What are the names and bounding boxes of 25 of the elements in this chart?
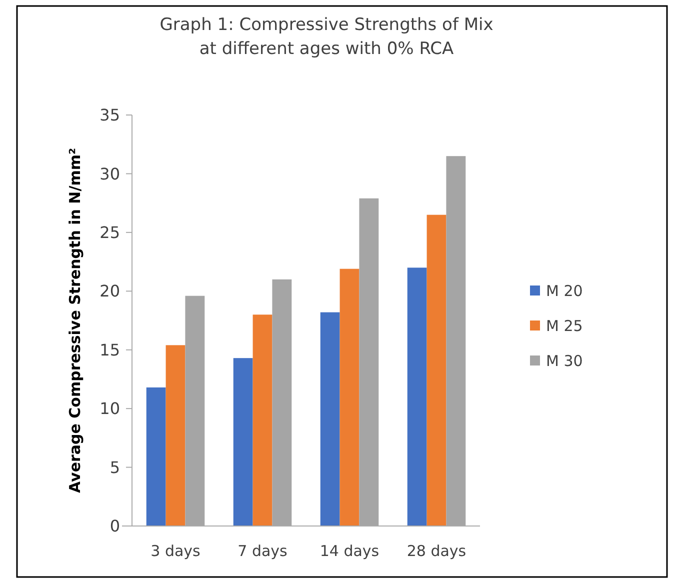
y-axis-title: Average Compressive Strength in N/mm² bbox=[66, 148, 84, 494]
x-tick-label: 7 days bbox=[238, 542, 288, 560]
bar bbox=[252, 314, 272, 526]
legend-label: M 25 bbox=[546, 316, 583, 335]
y-tick-label: 35 bbox=[100, 106, 120, 125]
y-tick-label: 0 bbox=[110, 516, 120, 536]
bar bbox=[320, 312, 340, 526]
bar bbox=[426, 214, 446, 526]
bar bbox=[340, 268, 360, 526]
bar bbox=[407, 268, 427, 526]
legend-label: M 30 bbox=[546, 352, 583, 370]
y-tick-label: 30 bbox=[100, 164, 120, 184]
y-tick-label: 5 bbox=[110, 458, 120, 477]
bar bbox=[233, 358, 253, 526]
y-tick-label: 10 bbox=[100, 399, 120, 418]
x-tick-label: 14 days bbox=[320, 542, 380, 560]
x-tick-label: 28 days bbox=[406, 542, 466, 560]
y-tick-label: 20 bbox=[100, 282, 120, 301]
bar bbox=[166, 345, 186, 526]
x-tick-label: 3 days bbox=[150, 542, 201, 560]
y-tick-label: 25 bbox=[100, 223, 120, 242]
y-tick-label: 15 bbox=[100, 340, 120, 360]
bar bbox=[146, 387, 166, 526]
legend-label: M 20 bbox=[546, 282, 583, 300]
chart-title: Graph 1: Compressive Strengths of Mix at different ages with 0% RCA bbox=[160, 15, 494, 59]
